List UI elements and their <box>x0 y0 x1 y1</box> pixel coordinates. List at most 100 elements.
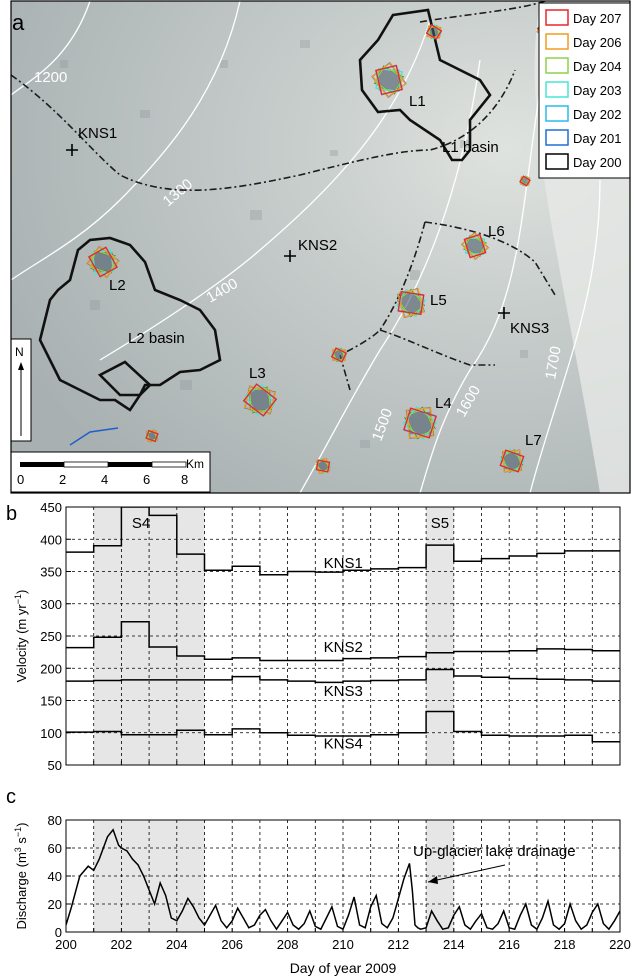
lake-outline <box>397 288 425 318</box>
kns1-label: KNS1 <box>78 125 117 142</box>
velocity-plot-frame <box>65 506 621 766</box>
lake-outline <box>397 288 425 318</box>
y-tick-label: 20 <box>48 897 62 912</box>
lake-outline <box>315 458 331 474</box>
basin-outlines <box>38 8 492 412</box>
scale-tick-0: 0 <box>17 472 24 487</box>
y-tick-label: 200 <box>40 661 62 676</box>
lake-polygon-group <box>461 231 489 261</box>
lake-label-l6: L6 <box>488 223 505 240</box>
scale-tick-8: 8 <box>181 472 188 487</box>
y-tick-label: 400 <box>40 532 62 547</box>
lake-outline <box>463 233 487 259</box>
lake-label-l3: L3 <box>249 365 266 382</box>
l2-basin-label: L2 basin <box>128 330 185 347</box>
y-tick-label: 300 <box>40 597 62 612</box>
y-tick-label: 450 <box>40 500 62 515</box>
lake-outline <box>91 249 115 275</box>
map-background <box>11 1 630 493</box>
lake-outline <box>404 406 436 440</box>
discharge-shaded-periods <box>93 820 454 932</box>
lake-polygon-group <box>315 458 331 474</box>
north-arrow: N <box>11 338 32 442</box>
velocity-shaded-periods: S4 S5 <box>93 507 454 765</box>
lake-outline <box>330 347 348 363</box>
lake-outline <box>315 459 331 473</box>
series-label-kns2: KNS2 <box>324 639 363 656</box>
lake-label-l1: L1 <box>409 93 426 110</box>
discharge-grid <box>66 820 620 932</box>
contour-label-1700: 1700 <box>542 345 565 381</box>
kns3-label: KNS3 <box>510 320 549 337</box>
lake-outline <box>406 407 434 439</box>
y-tick-label: 50 <box>48 758 62 773</box>
kns1-marker <box>66 144 78 156</box>
legend-entry: Day 203 <box>573 83 621 98</box>
legend-swatch <box>545 57 569 74</box>
lake-polygon-group <box>371 62 407 98</box>
velocity-series <box>66 507 620 743</box>
discharge-axis-ticks: 0 20 40 60 80 200 202 204 206 208 210 212 214 216 218 2… <box>48 813 631 952</box>
lake-label-l4: L4 <box>435 395 452 412</box>
kns3-marker <box>498 307 510 319</box>
velocity-chart: S4 S5 50 100 150 200 250 300 350 400 450 KNS1 KNS2… <box>13 500 621 773</box>
y-tick-label: 150 <box>40 694 62 709</box>
y-tick-label: 250 <box>40 629 62 644</box>
lake-outline <box>373 65 405 95</box>
lake-outline <box>425 23 443 41</box>
north-label: N <box>15 345 24 359</box>
legend-swatch <box>545 153 569 170</box>
panel-letter-b: b <box>6 503 17 525</box>
series-line-discharge <box>66 828 620 931</box>
legend-swatch <box>545 81 569 98</box>
legend-swatch <box>545 33 569 50</box>
lake-outline <box>375 64 403 96</box>
streams <box>69 427 119 446</box>
map-legend: Day 207 Day 206 Day 204 Day 203 Day 202 Day 2… <box>538 2 630 179</box>
lake-polygon-group <box>330 346 348 364</box>
lake-polygon-group <box>499 448 525 474</box>
velocity-axis-ticks: 50 100 150 200 250 300 350 400 450 <box>40 500 621 773</box>
x-tick-label: 202 <box>111 937 133 952</box>
series-line-kns2 <box>66 621 620 662</box>
shaded-period-label: S4 <box>132 515 150 532</box>
legend-swatch <box>545 9 569 26</box>
series-line-kns1 <box>66 507 620 576</box>
map-labels: KNS1 KNS2 KNS3 L1 L2 L3 L4 L5 L6 L7 L1 b… <box>78 93 549 449</box>
discharge-chart: 0 20 40 60 80 200 202 204 206 208 210 212 214 216 218 2… <box>13 813 631 976</box>
discharge-plot-frame <box>65 819 621 933</box>
panel-letter-c: c <box>6 786 16 808</box>
drainage-annotation: Up-glacier lake drainage <box>413 843 576 884</box>
lake-polygon-group <box>519 175 531 187</box>
lake-outline <box>519 175 531 187</box>
lake-polygon-group <box>402 405 438 441</box>
discharge-series <box>66 828 620 931</box>
lake-polygon-group <box>396 287 426 319</box>
lake-outlines <box>86 21 554 474</box>
y-tick-label: 350 <box>40 565 62 580</box>
kns2-label: KNS2 <box>298 237 337 254</box>
series-label-kns4: KNS4 <box>324 736 363 753</box>
map-panel: 1200 1300 1400 1500 1600 1700 <box>10 0 631 494</box>
scale-unit: Km <box>186 457 204 471</box>
velocity-series-labels: KNS1 KNS2 KNS3 KNS4 <box>324 555 363 753</box>
series-label-kns1: KNS1 <box>324 555 363 572</box>
lake-polygon-group <box>242 383 278 417</box>
scale-tick-4: 4 <box>101 472 108 487</box>
x-tick-label: 216 <box>498 937 520 952</box>
y-tick-label: 100 <box>40 726 62 741</box>
x-tick-label: 214 <box>443 937 465 952</box>
series-line-kns3 <box>66 668 620 684</box>
l2-basin-inner-outline <box>97 360 152 397</box>
x-tick-label: 212 <box>388 937 410 952</box>
lake-outline <box>403 407 437 439</box>
discharge-y-axis-label: Discharge (m3 s−1) <box>13 822 29 929</box>
x-tick-label: 218 <box>554 937 576 952</box>
lake-outline <box>146 429 158 443</box>
lake-label-l7: L7 <box>525 432 542 449</box>
shaded-period-label: S5 <box>431 515 449 532</box>
contour-label-1200: 1200 <box>34 69 67 86</box>
lake-outline <box>248 387 272 413</box>
lake-label-l5: L5 <box>430 292 447 309</box>
legend-swatch <box>545 105 569 122</box>
